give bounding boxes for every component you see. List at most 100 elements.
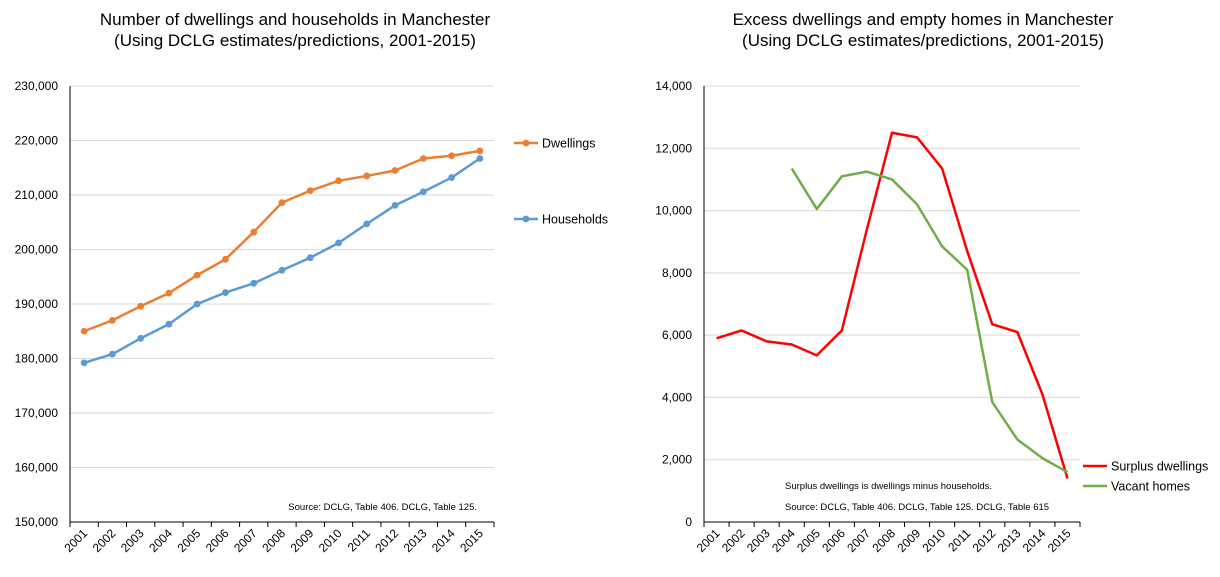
chart1-x-tick-label: 2012 xyxy=(372,526,401,555)
chart1-series-1-point xyxy=(335,177,342,185)
chart1-x-tick-label: 2001 xyxy=(61,526,90,555)
chart2-axes: 0 2,000 4,000 6,000 8,000 10,000 12,000 14,000 2… xyxy=(655,79,1081,555)
chart1-series-2-point xyxy=(193,300,201,308)
chart1-x-tick-label: 2011 xyxy=(345,526,373,554)
chart2-x-tick-label: 2012 xyxy=(970,526,999,555)
chart2-x-tick-label: 2006 xyxy=(819,526,848,555)
chart1-source-note: Source: DCLG, Table 406. DCLG, Table 125… xyxy=(288,502,477,513)
chart1-series-1-point xyxy=(391,167,399,174)
chart1-series-1-point xyxy=(193,271,201,279)
chart1-x-tick-label: 2014 xyxy=(429,526,458,555)
chart1-series-2-point xyxy=(419,188,427,196)
chart1-y-tick-label: 210,000 xyxy=(15,188,59,202)
chart2-y-tick-label: 10,000 xyxy=(655,204,692,218)
chart1-y-tick-label: 230,000 xyxy=(15,79,59,93)
chart1-x-tick-label: 2008 xyxy=(259,526,288,555)
chart1-series-2-point xyxy=(165,320,173,328)
chart1-series-1-point xyxy=(306,187,314,195)
chart2-y-tick-label: 12,000 xyxy=(655,141,692,155)
chart1-title: Number of dwellings and households in Ma… xyxy=(100,10,491,29)
chart2-x-tick-label: 2003 xyxy=(744,526,773,555)
chart2-note-source: Source: DCLG, Table 406. DCLG, Table 125… xyxy=(785,502,1049,513)
chart1-x-tick-label: 2002 xyxy=(90,526,119,555)
chart2-series xyxy=(716,131,1069,479)
chart1-legend: Dwellings Households xyxy=(514,137,608,227)
chart1-x-tick-label: 2006 xyxy=(203,526,232,555)
chart1-series-1-point xyxy=(250,228,258,236)
chart1-series-1-point xyxy=(137,302,145,310)
chart1-series-1-point xyxy=(278,199,286,207)
chart2-x-tick-label: 2007 xyxy=(844,526,873,555)
chart2-x-tick-label: 2014 xyxy=(1020,526,1049,555)
chart1-legend-marker xyxy=(522,215,530,223)
chart2-title: Excess dwellings and empty homes in Manc… xyxy=(733,10,1114,29)
chart1-series-2-point xyxy=(363,220,371,228)
chart1-series-2-point xyxy=(335,239,342,247)
chart1-y-tick-label: 190,000 xyxy=(15,297,59,311)
chart2-note-definition: Surplus dwellings is dwellings minus hou… xyxy=(785,481,992,492)
chart1-series-1-point xyxy=(109,316,116,324)
chart2-x-tick-label: 2001 xyxy=(694,526,723,555)
chart1-axes: 150,000 160,000 170,000 180,000 190,000 200,0… xyxy=(15,79,495,555)
chart2-y-tick-label: 0 xyxy=(685,515,692,529)
chart1-x-tick-label: 2005 xyxy=(175,526,204,555)
chart1-series-2-point xyxy=(278,266,286,274)
chart1-series-2-line xyxy=(83,157,481,365)
chart1-x-tick-label: 2013 xyxy=(401,526,430,555)
chart1-y-tick-label: 170,000 xyxy=(15,406,59,420)
chart1-x-tick-label: 2015 xyxy=(457,526,486,555)
chart2-y-tick-label: 8,000 xyxy=(662,266,692,280)
chart2-x-tick-label: 2011 xyxy=(945,526,973,554)
chart2-legend-label: Vacant homes xyxy=(1111,480,1190,494)
chart1-series-2-point xyxy=(476,155,484,162)
chart1-x-tick-label: 2003 xyxy=(118,526,147,555)
chart1-legend-marker xyxy=(522,139,530,147)
chart2-x-tick-label: 2004 xyxy=(769,526,798,555)
chart2-series-2-line xyxy=(790,167,1069,474)
chart1-series xyxy=(80,147,484,367)
chart2-x-tick-label: 2013 xyxy=(995,526,1024,555)
chart1-y-tick-label: 150,000 xyxy=(15,515,59,529)
chart1-series-1-point xyxy=(80,327,88,335)
chart1-y-tick-label: 180,000 xyxy=(15,352,59,366)
chart2-y-tick-label: 6,000 xyxy=(662,328,692,342)
chart2-legend-label: Surplus dwellings xyxy=(1111,460,1208,474)
chart2-x-tick-label: 2009 xyxy=(894,526,923,555)
chart1-x-tick-label: 2009 xyxy=(288,526,317,555)
chart1-subtitle: (Using DCLG estimates/predictions, 2001-… xyxy=(114,31,476,50)
chart2-y-tick-label: 2,000 xyxy=(662,453,692,467)
chart2-x-tick-label: 2008 xyxy=(869,526,898,555)
chart2-x-tick-label: 2002 xyxy=(719,526,748,555)
chart1-series-1-point xyxy=(448,152,455,160)
chart1-y-tick-label: 220,000 xyxy=(15,134,59,148)
chart1-x-tick-label: 2007 xyxy=(231,526,260,555)
chart1-series-2-point xyxy=(306,254,314,262)
chart2-legend: Surplus dwellings Vacant homes xyxy=(1083,460,1208,494)
chart2-series-1-line xyxy=(716,131,1069,479)
chart1-series-1-point xyxy=(419,155,427,162)
chart2-x-tick-label: 2010 xyxy=(919,526,948,555)
chart1-legend-label: Dwellings xyxy=(542,137,596,151)
chart1-series-1-point xyxy=(476,147,484,155)
chart1-series-2-point xyxy=(80,359,88,367)
chart1-series-2-point xyxy=(391,201,399,209)
chart1-series-1-point xyxy=(222,255,229,263)
chart1-x-tick-label: 2010 xyxy=(316,526,345,555)
chart1-series-2-point xyxy=(448,174,455,181)
chart1-y-tick-label: 200,000 xyxy=(15,243,59,257)
chart1-series-1-point xyxy=(363,172,371,180)
chart2-x-tick-label: 2005 xyxy=(794,526,823,555)
chart2-y-tick-label: 14,000 xyxy=(655,79,692,93)
chart1-legend-label: Households xyxy=(542,213,608,227)
chart1-x-tick-label: 2004 xyxy=(146,526,175,555)
chart2-subtitle: (Using DCLG estimates/predictions, 2001-… xyxy=(742,31,1104,50)
chart1-y-tick-label: 160,000 xyxy=(15,461,59,475)
chart2-x-tick-label: 2015 xyxy=(1045,526,1074,555)
chart2-y-tick-label: 4,000 xyxy=(662,390,692,404)
chart1-series-2-point xyxy=(137,334,145,342)
chart1-series-2-point xyxy=(250,279,258,287)
chart1-series-2-point xyxy=(109,350,116,358)
chart1-series-2-point xyxy=(222,289,229,296)
chart1-series-1-point xyxy=(165,289,173,297)
